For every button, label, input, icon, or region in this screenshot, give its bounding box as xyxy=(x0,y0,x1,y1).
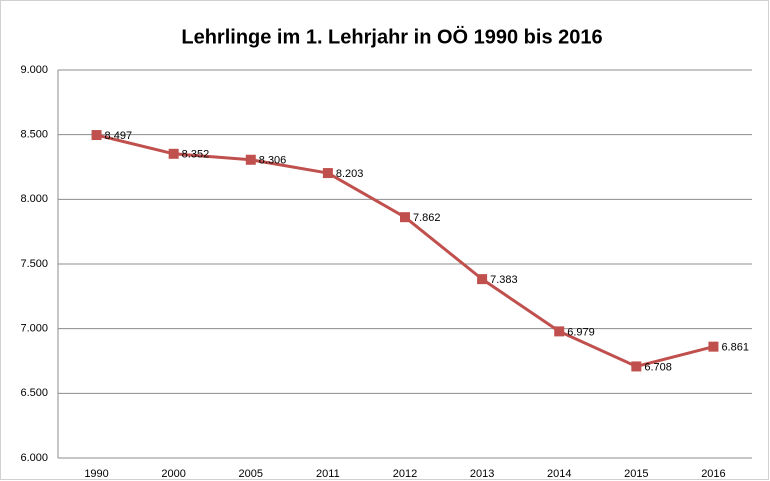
y-tick-label: 8.000 xyxy=(20,193,48,205)
chart-title: Lehrlinge im 1. Lehrjahr in OÖ 1990 bis … xyxy=(181,25,602,48)
data-label: 6.979 xyxy=(567,326,595,338)
data-label: 8.352 xyxy=(182,149,210,161)
marker xyxy=(477,274,488,285)
y-tick-label: 7.000 xyxy=(20,323,48,335)
marker xyxy=(245,154,256,165)
data-label: 8.497 xyxy=(105,130,133,142)
marker xyxy=(400,212,410,223)
y-tick-label: 8.500 xyxy=(20,129,48,141)
x-tick-label: 2005 xyxy=(239,468,263,480)
marker xyxy=(91,130,102,141)
x-tick-label: 2000 xyxy=(161,468,185,480)
x-tick-label: 1990 xyxy=(84,468,108,480)
x-tick-label: 2011 xyxy=(316,468,340,480)
marker xyxy=(708,341,719,352)
data-label: 8.203 xyxy=(336,168,364,180)
data-label: 7.383 xyxy=(490,274,518,286)
x-tick-label: 2012 xyxy=(393,468,417,480)
marker xyxy=(554,326,565,337)
marker xyxy=(322,168,333,179)
y-tick-label: 6.000 xyxy=(20,452,48,464)
y-tick-label: 9.000 xyxy=(20,64,48,76)
x-tick-label: 2015 xyxy=(624,468,648,480)
data-label: 6.861 xyxy=(721,342,749,354)
marker xyxy=(631,361,642,372)
data-label: 8.306 xyxy=(259,155,287,167)
x-tick-label: 2014 xyxy=(547,468,571,480)
data-label: 7.862 xyxy=(413,212,441,224)
marker xyxy=(168,148,179,159)
x-tick-label: 2013 xyxy=(470,468,494,480)
x-tick-label: 2016 xyxy=(701,468,725,480)
data-label: 6.708 xyxy=(644,361,672,373)
y-tick-label: 7.500 xyxy=(20,258,48,270)
y-tick-label: 6.500 xyxy=(20,387,48,399)
